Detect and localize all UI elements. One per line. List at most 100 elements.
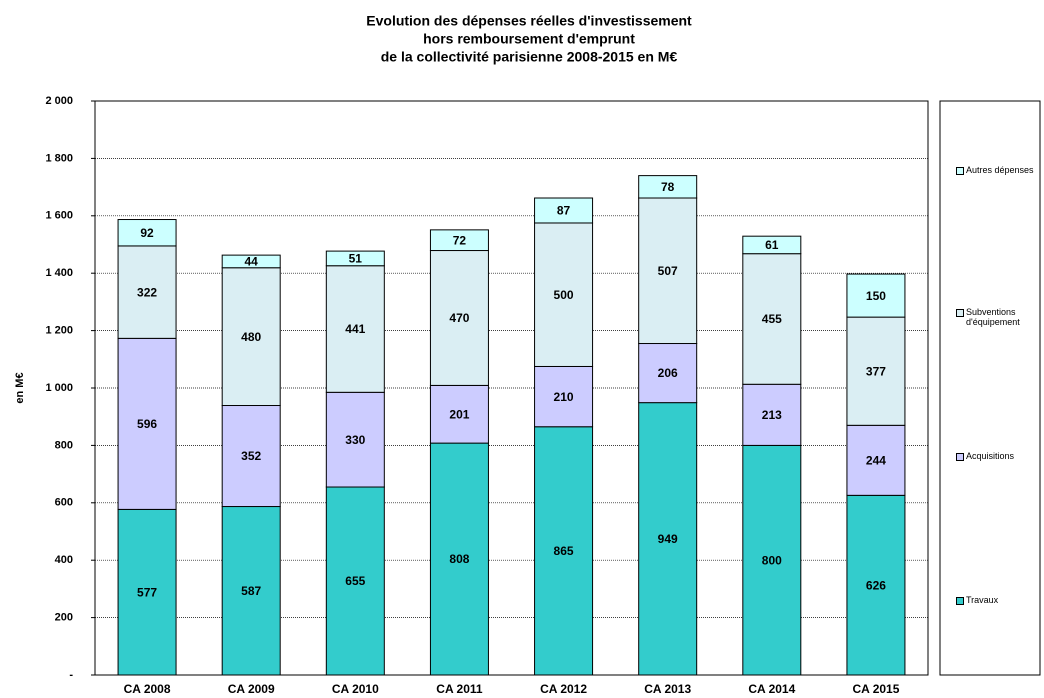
legend-entry: Subventions d'équipement [956,307,1044,327]
y-tick-label: 600 [55,497,73,509]
y-axis-label: en M€ [14,372,26,403]
bar-segment [325,250,385,267]
bar-segment [534,222,594,367]
legend-swatch [956,309,964,317]
bar-segment [742,235,802,255]
bar-segment [221,254,281,269]
y-tick-label: 1 000 [45,382,73,394]
data-label: 244 [866,453,886,467]
bar-segment [846,494,906,676]
bar-segment [638,402,698,676]
data-label: 201 [449,407,469,421]
bar-segment [846,316,906,426]
data-label: 377 [866,364,886,378]
chart-title: hors remboursement d'emprunt [423,31,635,47]
data-label: 51 [349,252,363,266]
x-tick-label: CA 2008 [124,682,171,696]
legend-swatch [956,597,964,605]
data-label: 455 [762,312,782,326]
data-label: 800 [762,553,782,567]
legend-swatch [956,453,964,461]
data-label: 210 [554,390,574,404]
x-tick-label: CA 2015 [852,682,899,696]
y-tick-label: 1 600 [45,210,73,222]
data-label: 500 [554,288,574,302]
bar-segment [638,197,698,345]
x-tick-label: CA 2013 [644,682,691,696]
data-label: 330 [345,433,365,447]
y-tick-label: 1 800 [45,152,73,164]
data-label: 150 [866,289,886,303]
bar-segment [325,265,385,393]
bar-segment [742,253,802,385]
data-label: 92 [140,226,154,240]
data-label: 480 [241,330,261,344]
data-label: 587 [241,584,261,598]
data-label: 352 [241,449,261,463]
data-label: 507 [658,264,678,278]
data-label: 577 [137,585,157,599]
data-label: 808 [449,552,469,566]
bar-segment [221,267,281,407]
bar-segment [325,391,385,488]
y-tick-label: - [69,669,73,681]
chart-title: Evolution des dépenses réelles d'investi… [366,13,692,29]
bar-segment [429,229,489,252]
data-label: 596 [137,417,157,431]
x-tick-label: CA 2012 [540,682,587,696]
bar-segment [221,506,281,676]
data-label: 44 [245,255,259,269]
legend-box [939,100,1041,676]
data-label: 206 [658,366,678,380]
data-label: 949 [658,532,678,546]
legend-label: Subventions d'équipement [966,307,1020,327]
legend-entry: Autres dépenses [956,165,1044,175]
bar-segment [742,383,802,446]
data-label: 626 [866,578,886,592]
y-tick-label: 1 200 [45,325,73,337]
bar-segment [325,486,385,676]
y-tick-label: 2 000 [45,95,73,107]
data-label: 72 [453,233,467,247]
plot-border [94,100,929,676]
x-tick-label: CA 2010 [332,682,379,696]
bar-segment [221,405,281,508]
y-tick-label: 1 400 [45,267,73,279]
bar-segment [117,219,177,247]
data-label: 655 [345,574,365,588]
y-tick-label: 800 [55,439,73,451]
data-label: 213 [762,408,782,422]
bar-segment [534,426,594,676]
data-label: 470 [449,311,469,325]
bar-segment [429,250,489,386]
bar-segment [117,508,177,676]
legend-label: Travaux [966,595,999,605]
bar-segment [534,197,594,224]
x-tick-label: CA 2011 [436,682,483,696]
bar-segment [534,365,594,428]
data-label: 865 [554,544,574,558]
legend-swatch [956,167,964,175]
legend-entry: Travaux [956,595,1044,605]
bar-segment [117,245,177,339]
data-label: 78 [661,180,675,194]
bar-segment [429,384,489,444]
y-tick-label: 200 [55,612,73,624]
bar-segment [117,337,177,510]
bar-segment [638,343,698,404]
bar-segment [638,175,698,199]
legend-label: Autres dépenses [966,165,1034,175]
x-tick-label: CA 2009 [228,682,275,696]
bar-segment [846,273,906,318]
chart-title: de la collectivité parisienne 2008-2015 … [381,49,678,65]
data-label: 322 [137,285,157,299]
bar-segment [742,444,802,676]
legend-entry: Acquisitions [956,451,1044,461]
y-tick-label: 400 [55,554,73,566]
legend-label: Acquisitions [966,451,1015,461]
bar-segment [429,442,489,676]
data-label: 441 [345,322,365,336]
x-tick-label: CA 2014 [748,682,795,696]
